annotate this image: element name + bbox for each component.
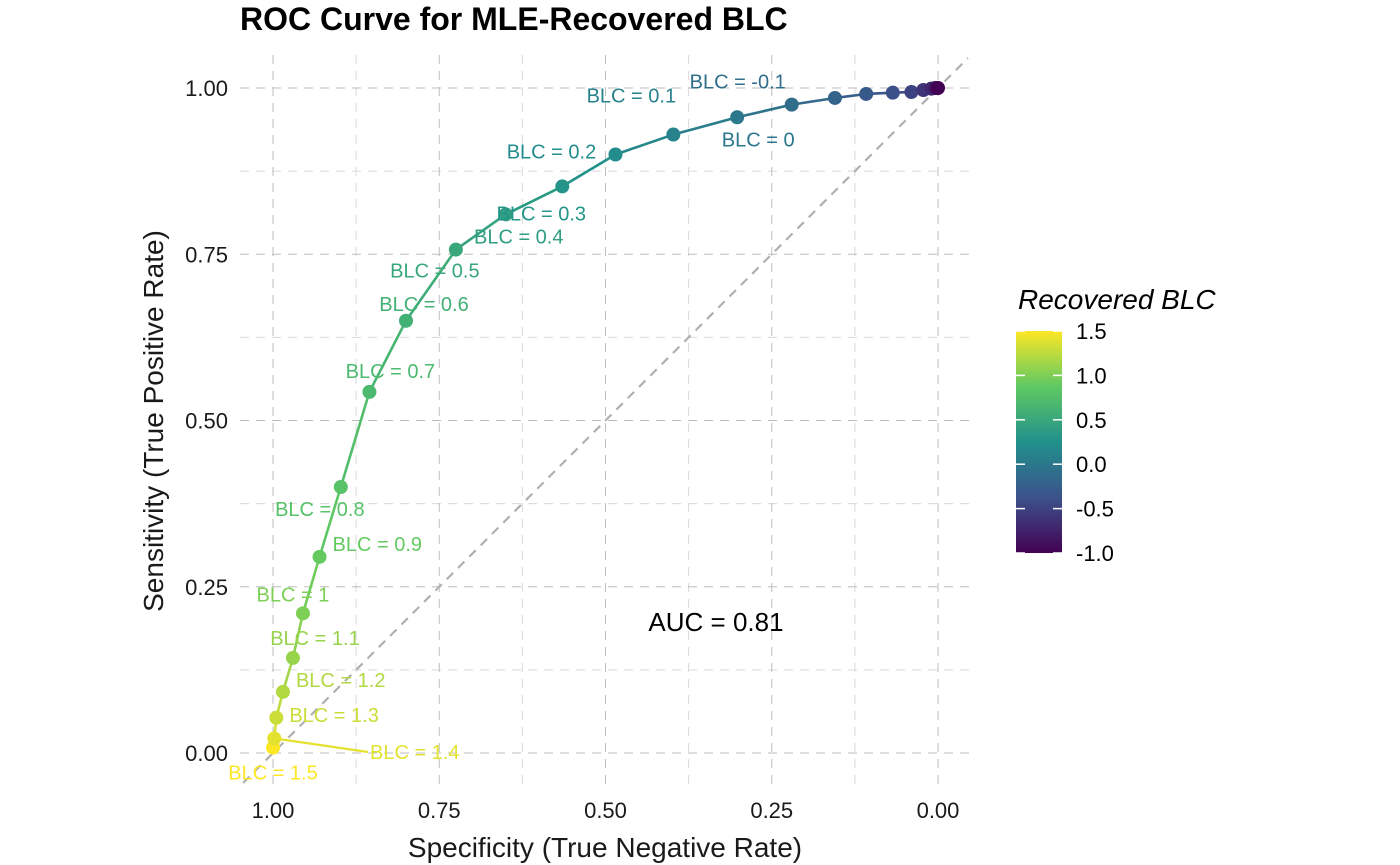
y-tick-label: 0.50 [185,409,228,434]
legend-tick-label: 1.0 [1076,363,1107,388]
roc-point [312,549,327,564]
roc-point [904,84,919,99]
point-label: BLC = 1.5 [228,763,318,785]
x-axis-title: Specificity (True Negative Rate) [408,832,802,863]
y-tick-label: 0.75 [185,242,228,267]
point-label: BLC = 0.3 [497,203,587,225]
x-tick-label: 0.00 [917,798,960,823]
color-legend: Recovered BLC -1.0 -0.5 0.0 0.5 1.0 1.5 [1016,284,1216,566]
roc-point [555,179,570,194]
roc-point [931,81,945,95]
roc-point [362,384,377,399]
legend-ticks: -1.0 -0.5 0.0 0.5 1.0 1.5 [1016,319,1114,566]
y-tick-label: 0.25 [185,575,228,600]
point-label: BLC = 0.4 [474,226,564,248]
point-label-leader [274,737,369,754]
roc-point [498,207,513,222]
x-tick-label: 0.25 [750,798,793,823]
roc-curve-segment [368,319,408,394]
roc-point [885,85,900,100]
roc-curve-segment [301,555,321,615]
roc-curve-segment [454,213,508,251]
roc-point [608,147,623,162]
point-label: BLC = 0.1 [587,86,677,108]
legend-colorbar [1016,331,1062,553]
x-tick-label: 0.75 [418,798,461,823]
roc-point [295,606,310,621]
point-label: BLC = 0.5 [390,261,480,283]
auc-annotation: AUC = 0.81 [648,607,783,637]
point-label-layer: BLC = 1.5 BLC = 1.4 BLC = 1.3 BLC = 1.2 BLC … [228,72,794,785]
axis-layer: 1.00 0.75 0.50 0.25 0.00 0.00 0.25 0.50 0.75 1.00 [185,76,959,823]
roc-curve-segment [318,485,343,559]
chance-diagonal-line [242,57,969,784]
point-label: BLC = 1.4 [370,742,460,764]
roc-curve-segment [735,103,794,119]
legend-tick-label: 0.0 [1076,452,1107,477]
roc-curve-segment [291,612,305,660]
y-tick-label: 1.00 [185,76,228,101]
y-axis-title: Sensitivity (True Positive Rate) [138,230,169,612]
legend-tick-label: -1.0 [1076,541,1114,566]
roc-curve-segment [504,185,564,216]
roc-curve-segment [672,115,739,136]
roc-point [784,97,799,112]
grid-layer [240,55,972,788]
legend-tick-label: 1.5 [1076,319,1107,344]
point-label: BLC = 1 [257,584,330,606]
roc-curve-segment [404,248,458,323]
roc-point [827,90,842,105]
point-label: BLC = 0.8 [275,499,365,521]
x-tick-label: 1.00 [252,798,295,823]
roc-point [859,86,874,101]
point-label: BLC = 1.1 [270,628,360,650]
roc-curve-segment [339,390,371,489]
roc-point [730,110,745,125]
roc-curve-segment [790,96,837,106]
roc-point [666,127,681,142]
point-label: BLC = 0.9 [333,534,423,556]
point-label: BLC = 0 [722,129,795,151]
roc-curve-segment [614,133,675,156]
roc-point [333,480,348,494]
point-label: BLC = 1.2 [296,670,386,692]
roc-point [269,710,284,725]
roc-curve-segment [560,153,617,188]
x-tick-label: 0.50 [584,798,627,823]
point-label: BLC = 0.7 [346,361,436,383]
point-label: BLC = 0.6 [379,294,469,316]
legend-tick-label: -0.5 [1076,497,1114,522]
roc-point [285,650,300,665]
y-tick-label: 0.00 [185,741,228,766]
point-label: BLC = 0.2 [507,142,597,164]
chart-title: ROC Curve for MLE-Recovered BLC [240,1,788,37]
reference-diagonal-layer [242,57,969,784]
point-label: BLC = 1.3 [289,705,379,727]
roc-point-layer [266,81,945,755]
legend-tick-label: 0.5 [1076,408,1107,433]
roc-point [399,313,413,328]
legend-title: Recovered BLC [1018,284,1216,315]
roc-point [448,242,463,257]
roc-point [275,684,290,699]
point-label: BLC = -0.1 [690,72,786,94]
